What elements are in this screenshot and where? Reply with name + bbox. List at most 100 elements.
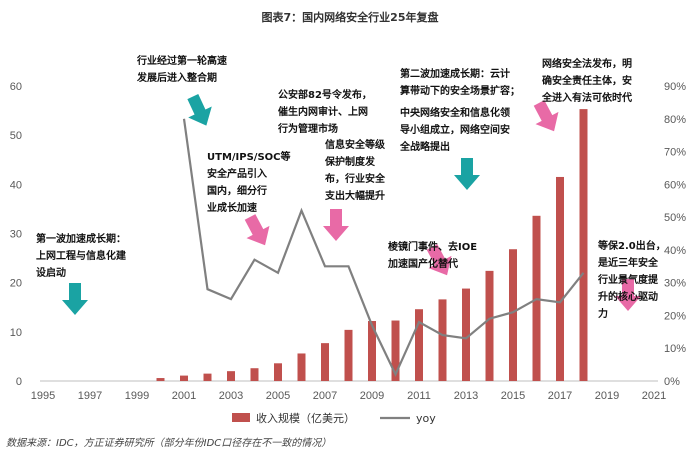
y-left-tick: 30 [10, 229, 22, 241]
revenue-bar [227, 371, 235, 381]
chart-title: 图表7：国内网络安全行业25年复盘 [262, 10, 439, 24]
annotation-text: UTM/IPS/SOC等 [207, 150, 291, 163]
annotation-text: 国内，细分行 [207, 184, 267, 197]
y-right-tick: 10% [664, 343, 686, 355]
y-right-tick: 40% [664, 245, 686, 257]
y-left-tick: 20 [10, 278, 22, 290]
x-tick: 2007 [313, 390, 337, 402]
annotation-text: 网络安全法发布，明 [542, 57, 632, 70]
revenue-bar [579, 109, 588, 381]
x-tick-labels: 1995 1997 1999 2001 2003 2005 2007 2009 2011 2013… [31, 390, 666, 402]
legend-label-revenue: 收入规模（亿美元） [256, 411, 355, 425]
teal-arrow-icon [62, 283, 88, 315]
y-right-tick: 90% [664, 81, 686, 93]
y-left-tick: 50 [10, 130, 22, 142]
annotation-text: 全进入有法可依时代 [541, 91, 632, 104]
annotation-text: 第二波加速成长期：云计 [400, 67, 510, 80]
pink-arrow-icon [323, 209, 349, 241]
annotation-text: 加速国产化替代 [387, 257, 458, 270]
teal-arrow-icon [187, 94, 212, 126]
x-tick: 2017 [548, 390, 572, 402]
revenue-bar [156, 378, 165, 381]
annotation-text: 全战略提出 [399, 140, 450, 153]
x-tick: 2005 [266, 390, 290, 402]
y-right-tick: 60% [664, 179, 686, 191]
annotation-arrows [62, 94, 641, 315]
revenue-bar [274, 363, 282, 381]
annotation-text: 力 [598, 307, 608, 320]
annotation-text: 行业经过第一轮高速 [136, 54, 227, 67]
annotation-text: 安全产品引入 [207, 167, 267, 180]
annotation-text: 保护制度发 [324, 155, 376, 168]
annotation-text: 是近三年安全 [597, 256, 659, 269]
annotation-text: 导小组成立，网络空间安 [400, 123, 510, 136]
y-right-tick-labels: 0% 10% 20% 30% 40% 50% 60% 70% 80% 90% [664, 81, 686, 388]
x-tick: 2021 [642, 390, 666, 402]
pink-arrow-icon [244, 214, 270, 246]
x-tick: 2015 [501, 390, 525, 402]
revenue-bar [203, 373, 212, 381]
annotation-text: 升的核心驱动 [598, 290, 658, 303]
pink-arrow-icon [426, 244, 452, 276]
revenue-bar [462, 288, 470, 381]
annotation-text: 信息安全等级 [325, 138, 386, 151]
annotation-text: 发展后进入整合期 [136, 71, 217, 84]
pink-arrow-icon [533, 100, 559, 132]
revenue-bar [556, 176, 564, 381]
y-left-tick: 60 [10, 81, 22, 93]
x-tick: 2013 [454, 390, 478, 402]
y-left-tick: 40 [10, 179, 22, 191]
annotation-text: 算带动下的安全场景扩容； [399, 84, 520, 97]
revenue-bar [368, 321, 376, 381]
x-tick: 1999 [125, 390, 149, 402]
y-right-tick: 30% [664, 278, 686, 290]
revenue-bar [250, 368, 259, 381]
y-left-tick-labels: 0 10 20 30 40 50 60 [10, 81, 22, 388]
revenue-bar [485, 270, 494, 381]
revenue-bar [415, 309, 423, 381]
yoy-line [182, 118, 585, 378]
annotation-text: 中央网络安全和信息化领 [400, 106, 510, 119]
annotation-text: 业成长加速 [207, 201, 257, 214]
x-tick: 2011 [407, 390, 431, 402]
annotation-text: 支出大幅提升 [324, 189, 385, 202]
revenue-bar [180, 375, 188, 381]
y-right-tick: 50% [664, 212, 686, 224]
revenue-bar [438, 299, 447, 381]
annotation-text: 催生内网审计、上网 [278, 105, 368, 118]
annotation-text: 确安全责任主体，安 [542, 74, 632, 87]
revenue-bar [344, 329, 353, 381]
revenue-bar [321, 343, 329, 381]
pink-arrow-icon [615, 279, 641, 311]
source-note: 数据来源：IDC，方正证券研究所（部分年份IDC口径存在不一致的情况） [6, 437, 331, 449]
revenue-bar [509, 249, 517, 381]
y-left-tick: 10 [10, 327, 22, 339]
annotation-text: 第一波加速成长期： [36, 232, 126, 245]
y-right-tick: 0% [664, 376, 680, 388]
revenue-bar [391, 320, 400, 381]
x-tick: 2001 [172, 390, 196, 402]
x-tick: 1997 [78, 390, 102, 402]
annotation-text: 棱镜门事件、去IOE [388, 240, 477, 253]
annotation-text: 上网工程与信息化建 [36, 249, 127, 262]
teal-arrow-icon [454, 158, 480, 190]
y-right-tick: 20% [664, 310, 686, 322]
annotation-text: 公安部82号令发布， [278, 88, 372, 101]
y-left-tick: 0 [16, 376, 22, 388]
annotation-text: 等保2.0出台， [598, 239, 666, 252]
legend-swatch-revenue [232, 413, 250, 422]
legend-label-yoy: yoy [416, 412, 436, 425]
revenue-bar [297, 353, 306, 381]
legend: 收入规模（亿美元） yoy [232, 411, 436, 425]
x-tick: 2019 [595, 390, 619, 402]
x-tick: 2003 [219, 390, 243, 402]
x-tick: 2009 [360, 390, 384, 402]
annotation-text: 设启动 [36, 266, 66, 279]
x-tick: 1995 [31, 390, 55, 402]
annotation-text: 行业景气度提 [597, 273, 659, 286]
annotation-text: 布，行业安全 [325, 172, 386, 185]
annotation-text: 行为管理市场 [277, 122, 338, 135]
y-right-tick: 70% [664, 147, 686, 159]
